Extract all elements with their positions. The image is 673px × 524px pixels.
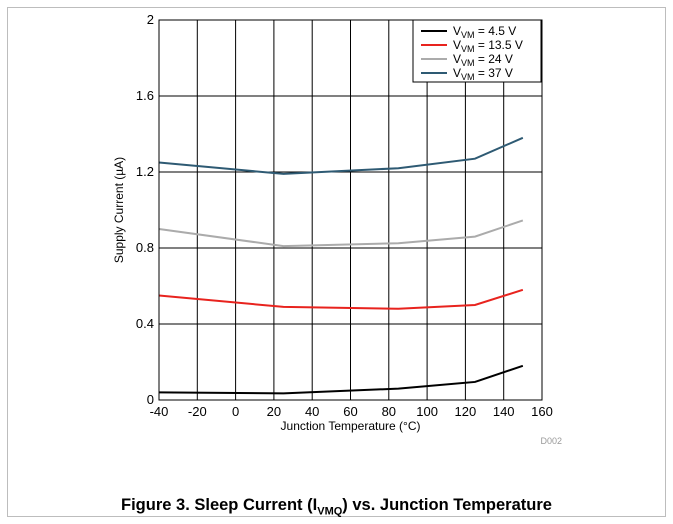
series-line-3 [158,219,524,248]
figure-caption: Figure 3. Sleep Current (IVMQ) vs. Junct… [0,496,673,517]
series-line-2 [158,288,524,310]
legend-entry: VVM = 13.5 V [453,38,523,54]
y-tick-labels: 0 0.4 0.8 1.2 1.6 2 [136,12,154,407]
y-axis-label: Supply Current (µA) [112,157,126,263]
legend-entry: VVM = 24 V [453,52,513,68]
x-tick-label: 80 [382,404,396,419]
x-tick-label: 140 [493,404,515,419]
y-tick-label: 1.6 [136,88,154,103]
caption-subscript: VMQ [317,505,343,518]
legend-entry: VVM = 4.5 V [453,24,516,40]
x-tick-label: 60 [343,404,357,419]
y-tick-label: 0.8 [136,240,154,255]
figure-frame [7,7,666,517]
x-tick-label: -40 [150,404,169,419]
y-tick-label: 0 [147,392,154,407]
caption-suffix: ) vs. Junction Temperature [342,496,552,514]
x-axis-label: Junction Temperature (°C) [281,419,421,433]
y-tick-label: 2 [147,12,154,27]
x-tick-label: 160 [531,404,553,419]
figure-code: D002 [540,436,562,446]
series-lines [158,136,524,395]
y-tick-label: 1.2 [136,164,154,179]
x-tick-labels: -40 -20 0 20 40 60 80 100 120 140 160 [150,404,553,419]
series-line-4 [158,136,524,175]
x-tick-label: -20 [188,404,207,419]
x-tick-label: 0 [232,404,239,419]
grid [159,20,542,400]
x-tick-label: 120 [455,404,477,419]
legend-entry: VVM = 37 V [453,66,513,82]
series-line-1 [158,364,524,395]
x-tick-label: 40 [305,404,319,419]
plot-border [158,19,543,401]
x-tick-label: 100 [416,404,438,419]
caption-prefix: Figure 3. Sleep Current (I [121,496,318,514]
y-tick-label: 0.4 [136,316,154,331]
x-tick-label: 20 [267,404,281,419]
